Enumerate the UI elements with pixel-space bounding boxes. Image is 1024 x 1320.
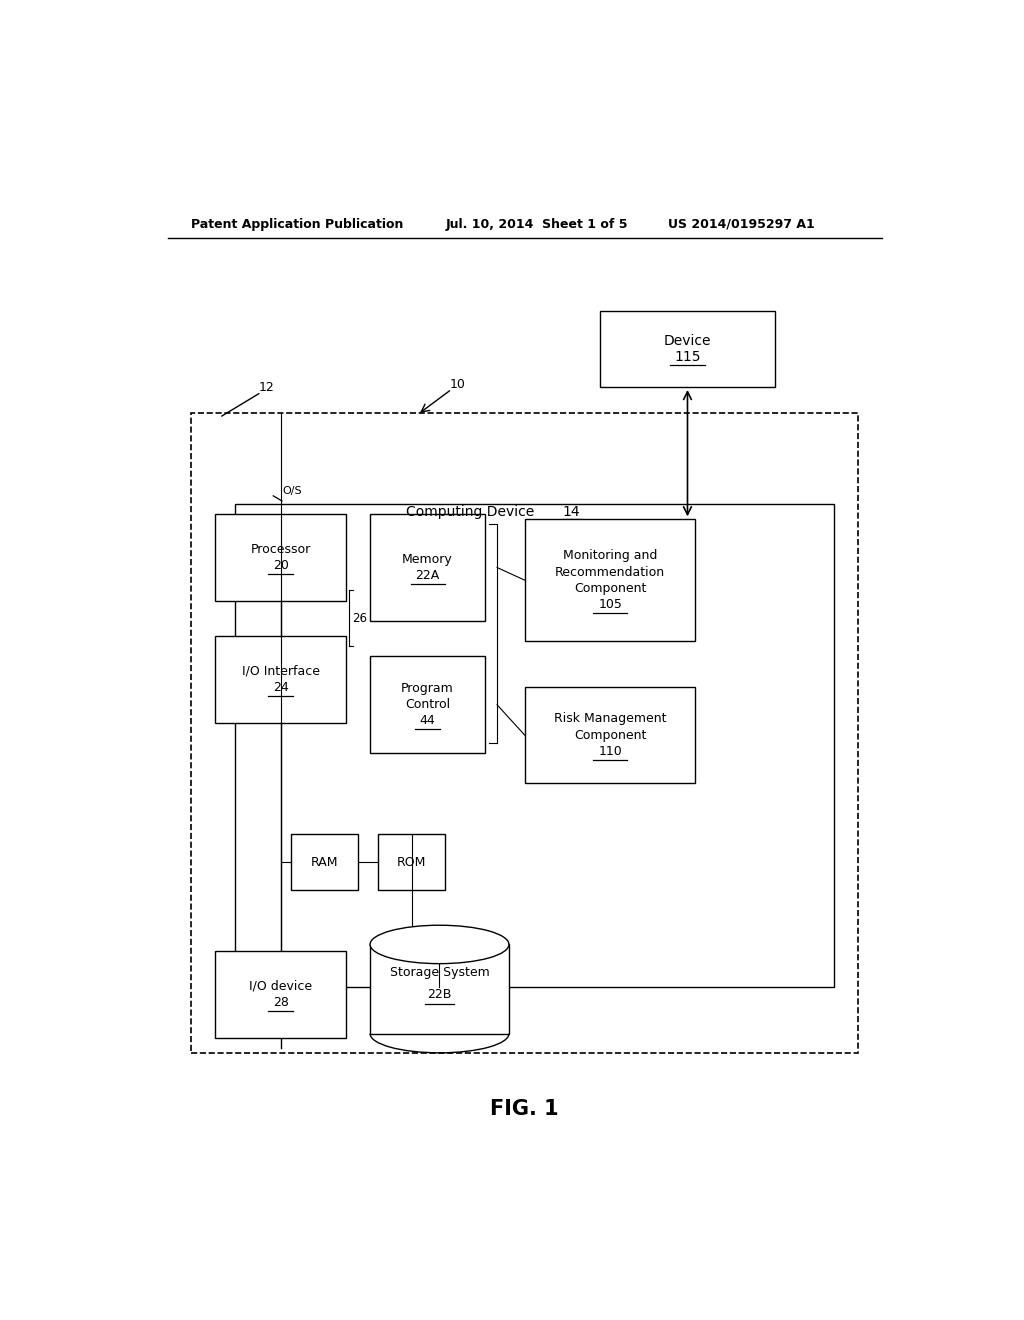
Text: US 2014/0195297 A1: US 2014/0195297 A1 [668, 218, 814, 231]
Text: 10: 10 [450, 378, 465, 391]
Text: 22B: 22B [427, 989, 452, 1002]
Bar [215, 952, 346, 1038]
Bar [291, 834, 358, 890]
Text: 28: 28 [272, 997, 289, 1008]
Text: Program: Program [401, 682, 454, 694]
Bar [191, 413, 858, 1053]
Bar [600, 312, 775, 387]
Bar [236, 504, 835, 987]
Text: Monitoring and: Monitoring and [563, 549, 657, 562]
Text: I/O device: I/O device [249, 979, 312, 993]
Text: Device: Device [664, 334, 712, 348]
Text: Recommendation: Recommendation [555, 565, 666, 578]
Text: Risk Management: Risk Management [554, 713, 667, 726]
Bar [370, 515, 485, 620]
Text: Patent Application Publication: Patent Application Publication [191, 218, 403, 231]
Text: Control: Control [406, 698, 451, 711]
Text: 115: 115 [674, 350, 700, 364]
Text: 24: 24 [272, 681, 289, 694]
Bar [370, 944, 509, 1034]
Text: Storage System: Storage System [389, 966, 489, 979]
Bar [215, 515, 346, 601]
Text: 14: 14 [563, 506, 581, 519]
Text: O/S: O/S [283, 486, 302, 496]
Text: 26: 26 [352, 612, 368, 624]
Text: 105: 105 [598, 598, 622, 611]
Bar [215, 636, 346, 722]
Text: Memory: Memory [402, 553, 453, 566]
Text: RAM: RAM [310, 855, 338, 869]
Bar [524, 686, 695, 784]
Text: FIG. 1: FIG. 1 [490, 1098, 559, 1119]
Text: I/O Interface: I/O Interface [242, 665, 319, 677]
Text: 20: 20 [272, 558, 289, 572]
Ellipse shape [370, 925, 509, 964]
Text: Processor: Processor [251, 543, 311, 556]
Text: 110: 110 [598, 744, 622, 758]
Text: Jul. 10, 2014  Sheet 1 of 5: Jul. 10, 2014 Sheet 1 of 5 [445, 218, 628, 231]
Text: 12: 12 [259, 380, 274, 393]
Text: Component: Component [573, 582, 646, 595]
Text: ROM: ROM [397, 855, 426, 869]
Bar [524, 519, 695, 642]
Text: Computing Device: Computing Device [406, 506, 534, 519]
Text: Component: Component [573, 729, 646, 742]
Bar [378, 834, 445, 890]
Bar [370, 656, 485, 752]
Text: 22A: 22A [416, 569, 439, 582]
Text: 44: 44 [420, 714, 435, 727]
